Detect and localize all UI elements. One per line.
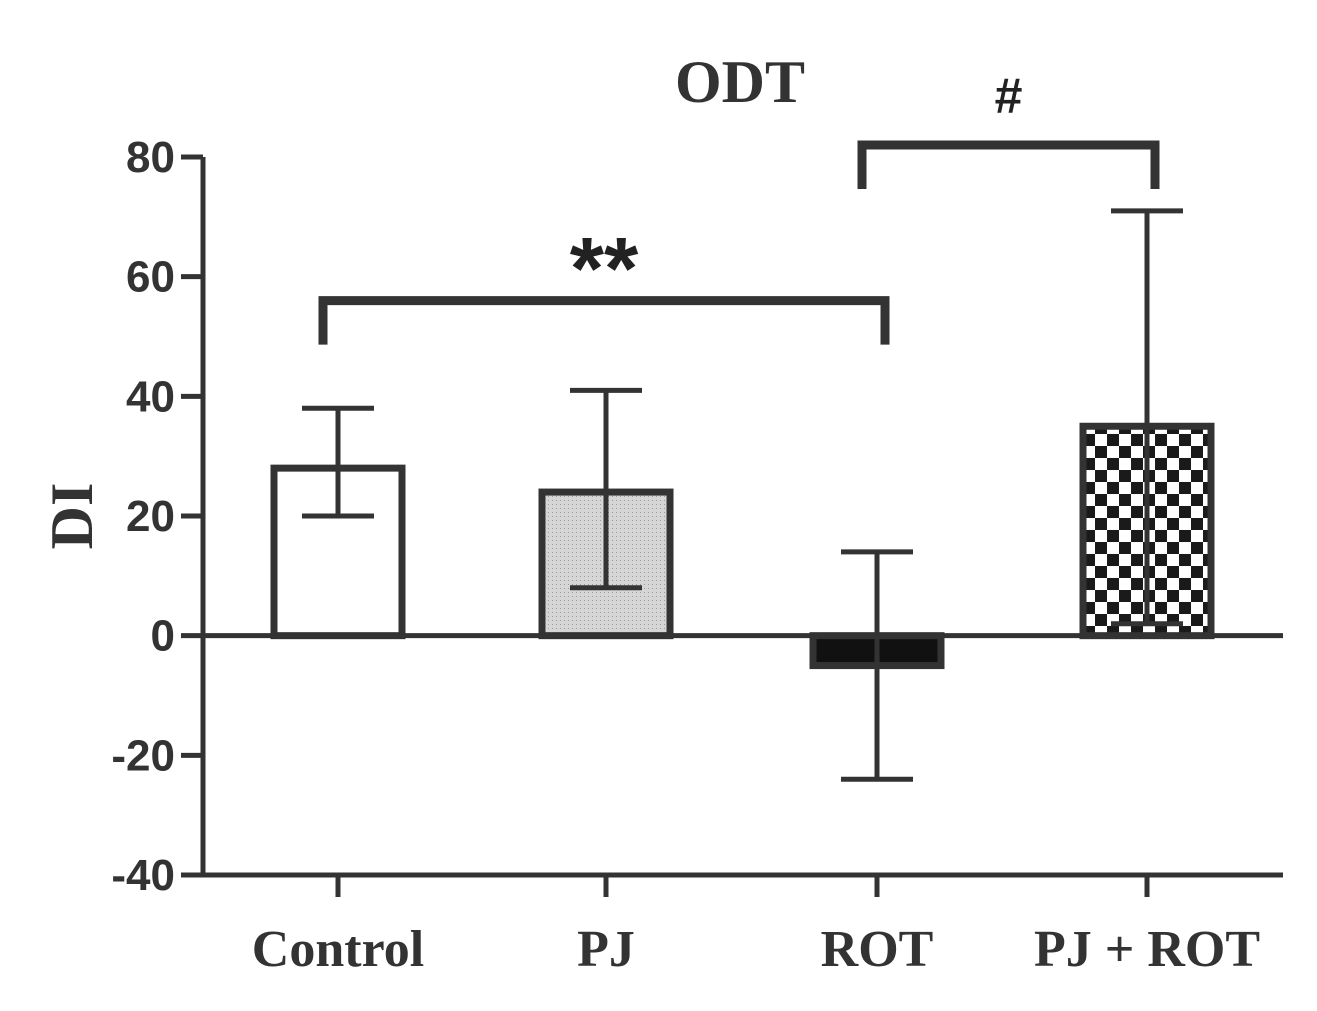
significance-bracket [318,296,890,345]
significance-label: ** [570,219,639,318]
y-tick-label: 80 [126,133,175,182]
y-tick-label: 60 [126,253,175,302]
y-tick-label: 20 [126,492,175,541]
significance-label: # [995,68,1023,124]
y-tick-label: 40 [126,372,175,421]
x-axis: Control PJ ROT PJ + ROT [203,872,1283,978]
y-tick-label: 0 [151,612,175,661]
significance-brackets: ** # [318,68,1160,345]
y-axis: 80 60 40 20 0 -20 -40 [111,133,206,900]
x-tick-label: ROT [821,921,934,978]
x-tick-label: PJ [577,921,635,978]
y-tick-label: -20 [111,731,175,780]
bars [270,422,1215,670]
x-tick-label: PJ + ROT [1034,921,1260,978]
x-tick-label: Control [252,921,424,978]
chart-title: ODT [675,49,805,115]
significance-bracket [857,140,1160,190]
error-bars [302,208,1183,782]
y-tick-label: -40 [111,851,175,900]
y-axis-label: DI [39,483,105,550]
